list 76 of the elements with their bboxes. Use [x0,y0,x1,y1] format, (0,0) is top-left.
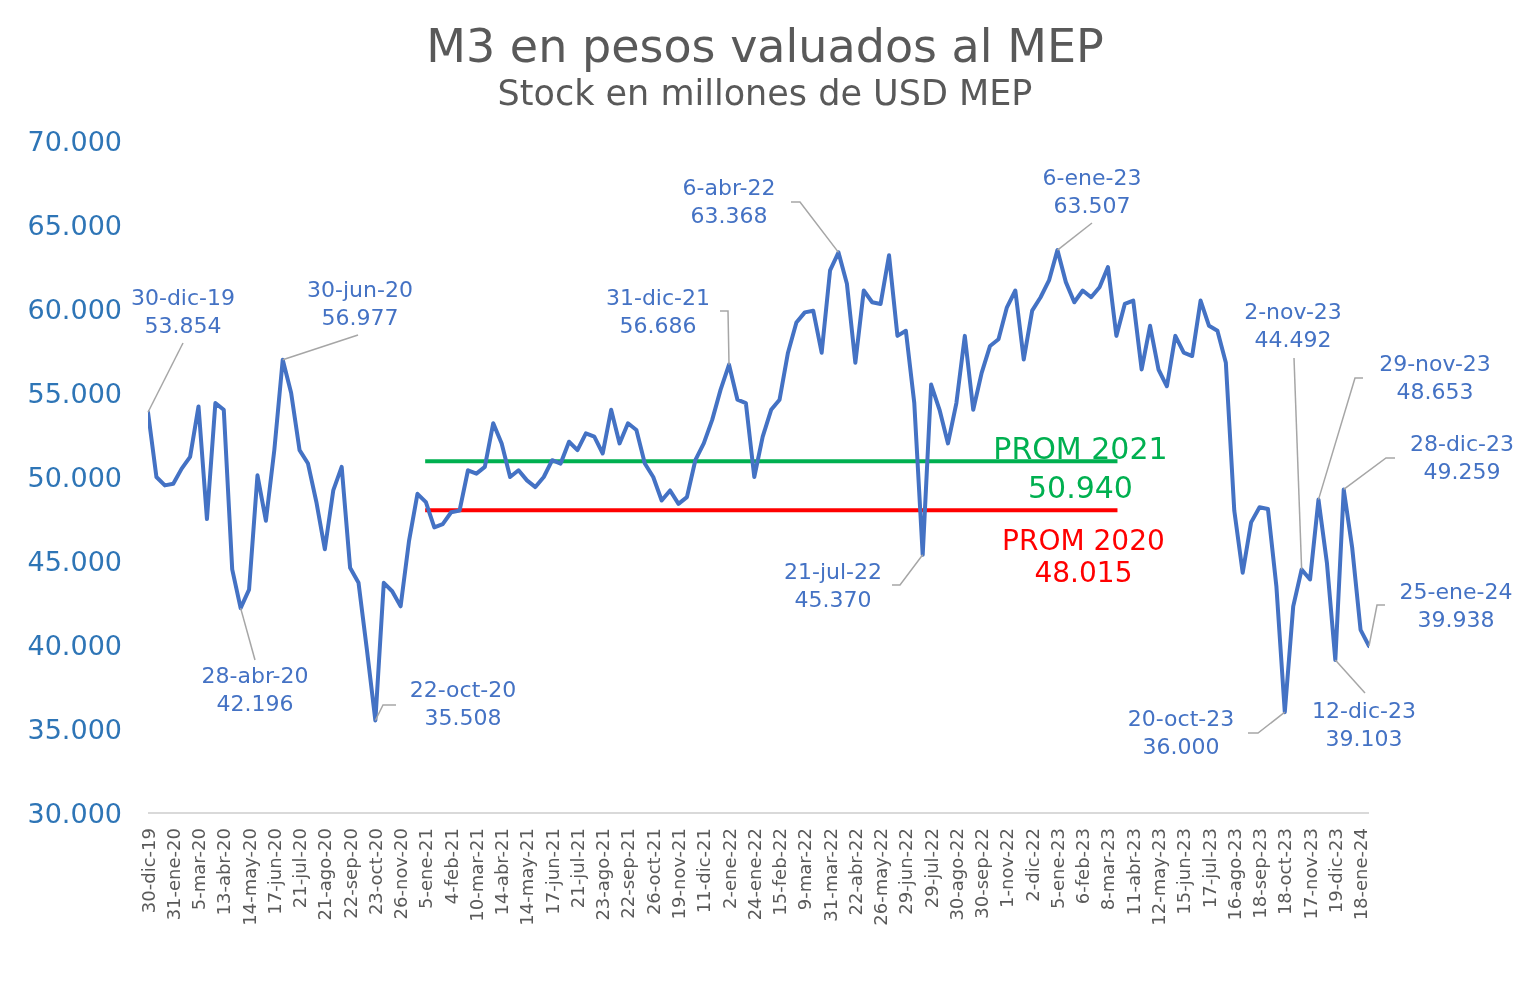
chart-subtitle: Stock en millones de USD MEP [497,73,1033,113]
x-tick-label: 24-ene-22 [743,828,765,921]
x-tick-label: 22-sep-21 [617,828,639,919]
data-label: 31-dic-21 56.686 [605,285,711,338]
x-tick-label: 6-feb-23 [1072,828,1094,905]
x-tick-label: 5-mar-20 [188,828,210,911]
x-tick-label: 14-may-21 [516,828,538,926]
data-label: 21-jul-22 45.370 [783,559,883,612]
y-tick-label: 40.000 [27,629,122,661]
x-tick-label: 9-mar-22 [794,828,816,911]
x-tick-label: 14-may-20 [238,828,260,926]
data-label: 6-abr-22 63.368 [682,175,776,228]
y-tick-label: 50.000 [27,461,122,493]
x-tick-label: 11-dic-21 [693,828,715,914]
x-tick-label: 26-nov-20 [390,828,412,920]
data-label: 20-oct-23 36.000 [1127,706,1235,759]
x-tick-label: 30-sep-22 [971,828,993,919]
x-tick-label: 21-ago-20 [314,828,336,921]
x-tick-label: 23-ago-21 [592,828,614,921]
chart-title: M3 en pesos valuados al MEP [426,19,1104,73]
x-tick-label: 5-ene-23 [1046,828,1068,909]
ref-line-label: PROM 2021 50.940 [993,431,1168,506]
x-tick-label: 18-ene-24 [1350,828,1372,921]
x-tick-label: 5-ene-21 [415,828,437,909]
x-tick-label: 18-oct-23 [1274,828,1296,916]
data-label: 28-dic-23 49.259 [1409,431,1515,484]
data-label: 29-nov-23 48.653 [1379,351,1491,404]
x-tick-label: 29-jun-22 [895,828,917,915]
data-label: 25-ene-24 39.938 [1399,579,1513,632]
x-tick-label: 16-ago-23 [1223,828,1245,921]
x-tick-label: 26-oct-21 [642,828,664,916]
y-tick-label: 55.000 [27,377,122,409]
data-label: 30-jun-20 56.977 [307,277,413,330]
y-tick-label: 65.000 [27,209,122,241]
x-tick-label: 17-jul-23 [1198,828,1220,909]
y-tick-label: 60.000 [27,293,122,325]
x-tick-label: 22-sep-20 [339,828,361,919]
data-label: 2-nov-23 44.492 [1244,299,1342,352]
x-tick-label: 31-ene-20 [162,828,184,921]
x-tick-label: 10-mar-21 [465,828,487,922]
x-tick-label: 29-jul-22 [920,828,942,909]
data-label: 12-dic-23 39.103 [1311,698,1417,751]
x-tick-label: 13-abr-20 [213,828,235,916]
x-tick-label: 31-mar-22 [819,828,841,922]
x-tick-label: 2-ene-22 [718,828,740,909]
x-tick-label: 26-may-22 [870,828,892,926]
x-tick-label: 1-nov-22 [996,828,1018,908]
x-tick-label: 15-feb-22 [769,828,791,916]
x-tick-label: 21-jul-21 [566,828,588,909]
x-tick-label: 30-ago-22 [945,828,967,921]
data-label: 28-abr-20 42.196 [201,663,309,716]
y-tick-label: 35.000 [27,713,122,745]
x-tick-label: 18-sep-23 [1249,828,1271,919]
x-tick-label: 17-jun-21 [541,828,563,915]
ref-line-label: PROM 2020 48.015 [1002,524,1165,590]
x-tick-label: 2-dic-22 [1021,828,1043,902]
x-tick-label: 19-dic-23 [1324,828,1346,914]
x-tick-label: 4-feb-21 [440,828,462,905]
x-tick-label: 19-nov-21 [668,828,689,920]
x-tick-label: 8-mar-23 [1097,828,1119,911]
data-label: 22-oct-20 35.508 [409,677,517,730]
y-tick-label: 70.000 [27,125,122,157]
x-tick-label: 17-jun-20 [263,828,285,915]
y-tick-label: 45.000 [27,545,122,577]
x-tick-label: 17-nov-23 [1299,828,1321,920]
x-tick-label: 23-oct-20 [364,828,386,916]
x-tick-label: 15-jun-23 [1173,828,1195,915]
data-label: 6-ene-23 63.507 [1042,165,1142,218]
y-tick-label: 30.000 [27,797,122,829]
x-tick-label: 11-abr-23 [1122,828,1144,916]
x-tick-label: 21-jul-20 [289,828,311,909]
data-label: 30-dic-19 53.854 [130,285,236,338]
x-tick-label: 30-dic-19 [137,828,159,914]
x-tick-label: 12-may-23 [1147,828,1169,926]
x-tick-label: 22-abr-22 [844,828,866,916]
x-tick-label: 14-abr-21 [491,828,513,916]
